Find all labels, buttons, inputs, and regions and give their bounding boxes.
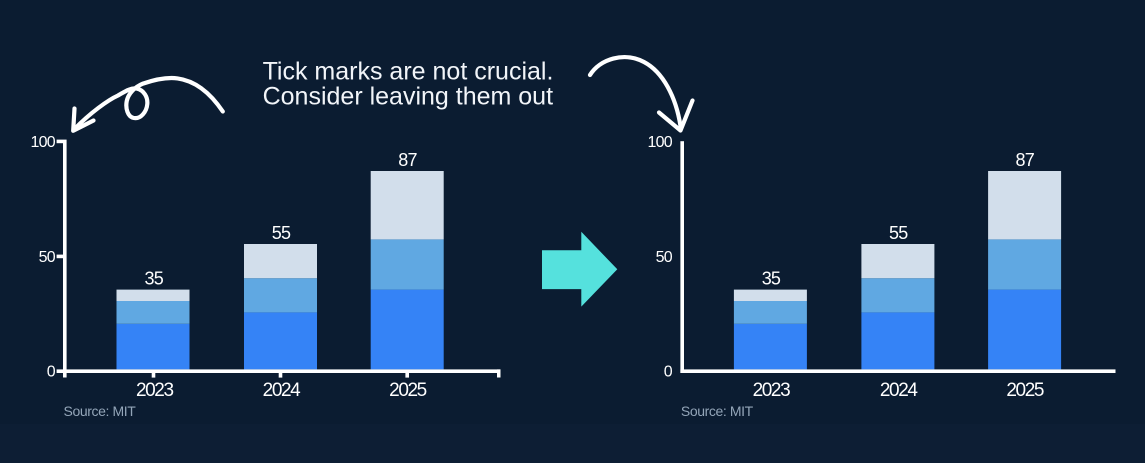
svg-text:0: 0: [664, 364, 673, 381]
svg-text:2023: 2023: [136, 380, 174, 401]
svg-text:2025: 2025: [389, 380, 427, 401]
svg-text:Tick marks are not crucial.: Tick marks are not crucial.: [263, 57, 554, 85]
svg-text:2024: 2024: [263, 380, 302, 401]
svg-text:50: 50: [656, 249, 673, 266]
svg-text:55: 55: [889, 223, 908, 243]
svg-text:87: 87: [1015, 150, 1034, 170]
svg-text:100: 100: [648, 134, 673, 151]
svg-text:Source: MIT: Source: MIT: [64, 403, 137, 419]
svg-text:2024: 2024: [880, 380, 919, 401]
svg-text:50: 50: [39, 249, 56, 266]
svg-text:100: 100: [31, 134, 56, 151]
svg-text:2025: 2025: [1006, 380, 1044, 401]
svg-text:2023: 2023: [753, 380, 791, 401]
svg-text:87: 87: [398, 150, 417, 170]
svg-text:Consider leaving them out: Consider leaving them out: [263, 83, 553, 111]
svg-text:55: 55: [272, 223, 291, 243]
svg-text:Source: MIT: Source: MIT: [681, 403, 754, 419]
svg-text:35: 35: [144, 268, 163, 288]
svg-text:0: 0: [47, 364, 56, 381]
svg-text:35: 35: [762, 268, 781, 288]
